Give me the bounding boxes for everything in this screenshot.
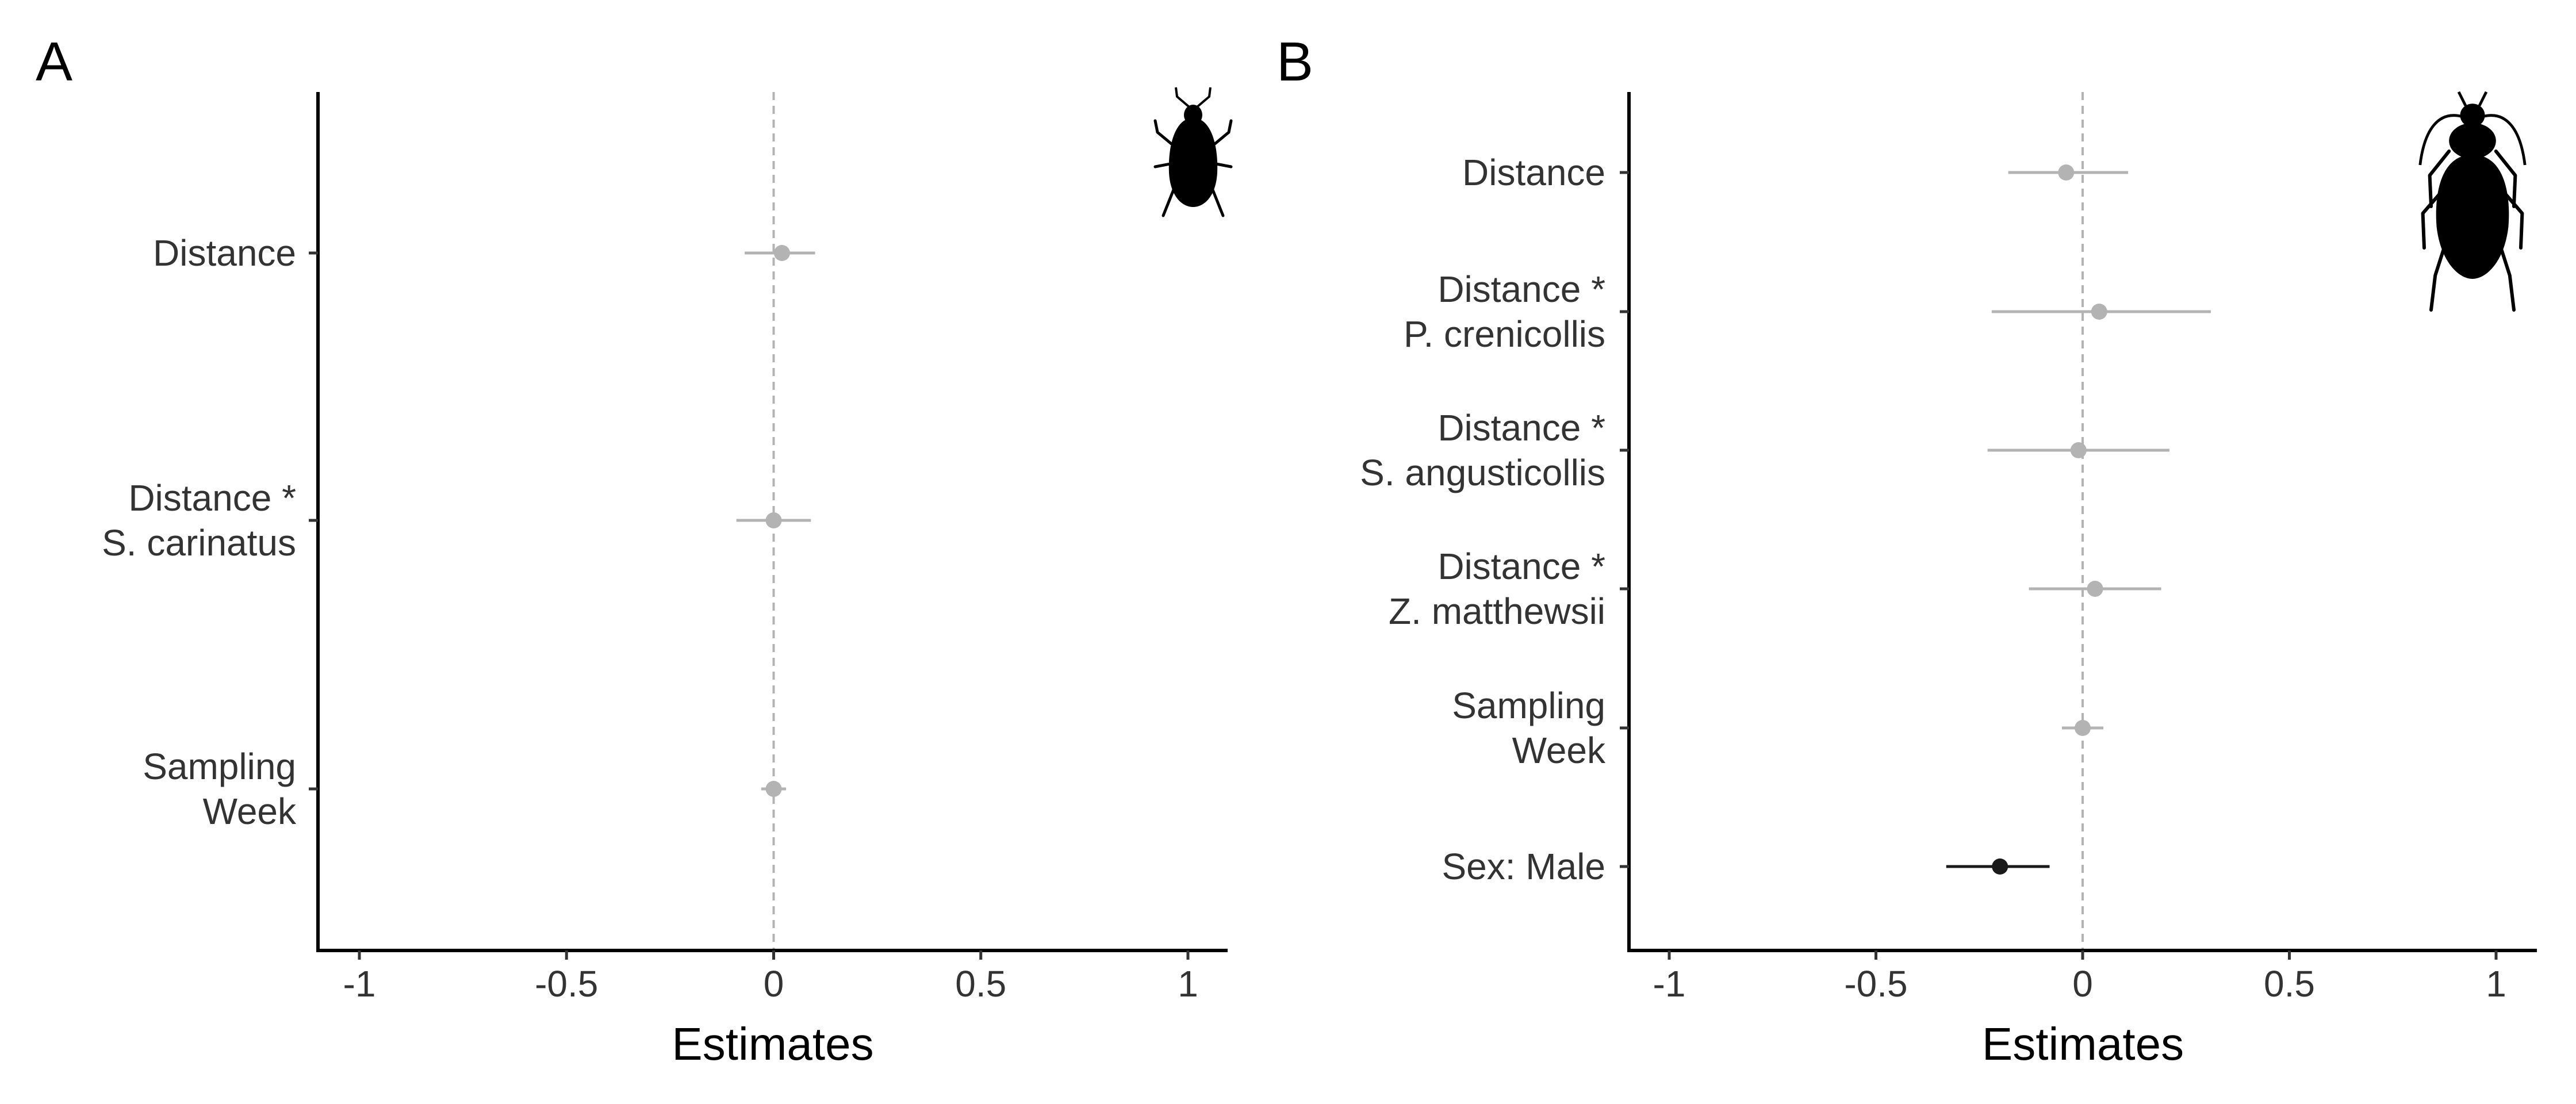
x-tick-label: -1 bbox=[1653, 963, 1686, 1005]
icon-elytra bbox=[2436, 155, 2509, 279]
estimate-point bbox=[2091, 304, 2107, 320]
x-tick-label: 0.5 bbox=[2264, 963, 2315, 1005]
y-category-label-line: P. crenicollis bbox=[1404, 313, 1605, 355]
estimate-point bbox=[2075, 720, 2091, 736]
x-tick-label: 1 bbox=[1178, 963, 1198, 1005]
y-category-label-line: S. carinatus bbox=[102, 522, 296, 564]
estimate-point bbox=[2087, 581, 2103, 597]
y-category-label-line: Distance bbox=[153, 232, 296, 274]
x-tick-label: 0.5 bbox=[955, 963, 1006, 1005]
icon-pronotum bbox=[2449, 122, 2496, 159]
panel-letter: B bbox=[1276, 31, 1313, 93]
x-tick-label: 0 bbox=[2072, 963, 2093, 1005]
icon-antennae bbox=[1175, 87, 1212, 108]
y-category-label: Sampling Week bbox=[1452, 685, 1606, 771]
y-category-label-line: S. angusticollis bbox=[1360, 452, 1605, 493]
icon-head bbox=[2460, 103, 2485, 128]
panel-letter: A bbox=[36, 31, 72, 93]
x-tick-label: 1 bbox=[2486, 963, 2506, 1005]
y-category-label-line: Sampling bbox=[1452, 685, 1605, 726]
icon-antennae bbox=[2418, 91, 2527, 166]
y-category-label: Distance bbox=[153, 232, 296, 274]
y-category-label-line: Distance * bbox=[1438, 407, 1605, 448]
x-axis-title: Estimates bbox=[1982, 1018, 2184, 1070]
y-category-label: Sampling Week bbox=[143, 746, 297, 832]
icon-head bbox=[1184, 105, 1202, 125]
weevil-beetle-icon bbox=[1153, 87, 1233, 217]
y-category-label: Distance * P. crenicollis bbox=[1404, 269, 1605, 355]
y-category-label-line: Week bbox=[1512, 730, 1606, 771]
icon-legs bbox=[2421, 150, 2524, 312]
y-category-label-line: Distance * bbox=[128, 477, 296, 519]
icon-body bbox=[1168, 118, 1218, 207]
y-category-label-line: Sex: Male bbox=[1442, 846, 1605, 887]
y-category-label: Distance * S. angusticollis bbox=[1360, 407, 1605, 493]
x-tick-label: -1 bbox=[343, 963, 376, 1005]
y-category-label-line: Week bbox=[203, 791, 297, 832]
y-category-label-line: Distance * bbox=[1438, 546, 1605, 587]
y-category-label-line: Distance * bbox=[1438, 269, 1605, 310]
y-category-label-line: Sampling bbox=[143, 746, 296, 787]
estimate-point bbox=[1992, 858, 2008, 875]
estimate-point bbox=[2058, 164, 2075, 181]
estimate-point bbox=[2070, 442, 2087, 458]
y-category-label: Distance bbox=[1462, 152, 1605, 193]
y-category-label: Distance * Z. matthewsii bbox=[1389, 546, 1605, 632]
icon-legs bbox=[1153, 119, 1233, 217]
estimate-point bbox=[765, 512, 782, 528]
y-category-label: Distance * S. carinatus bbox=[102, 477, 296, 564]
estimate-point bbox=[765, 781, 782, 797]
x-tick-label: -0.5 bbox=[535, 963, 598, 1005]
x-tick-label: -0.5 bbox=[1844, 963, 1907, 1005]
y-category-label-line: Distance bbox=[1462, 152, 1605, 193]
y-category-label-line: Z. matthewsii bbox=[1389, 591, 1605, 632]
estimate-point bbox=[773, 245, 790, 261]
x-axis-title: Estimates bbox=[672, 1018, 873, 1070]
y-category-label: Sex: Male bbox=[1442, 846, 1605, 887]
ground-beetle-icon bbox=[2418, 91, 2527, 312]
x-tick-label: 0 bbox=[764, 963, 784, 1005]
